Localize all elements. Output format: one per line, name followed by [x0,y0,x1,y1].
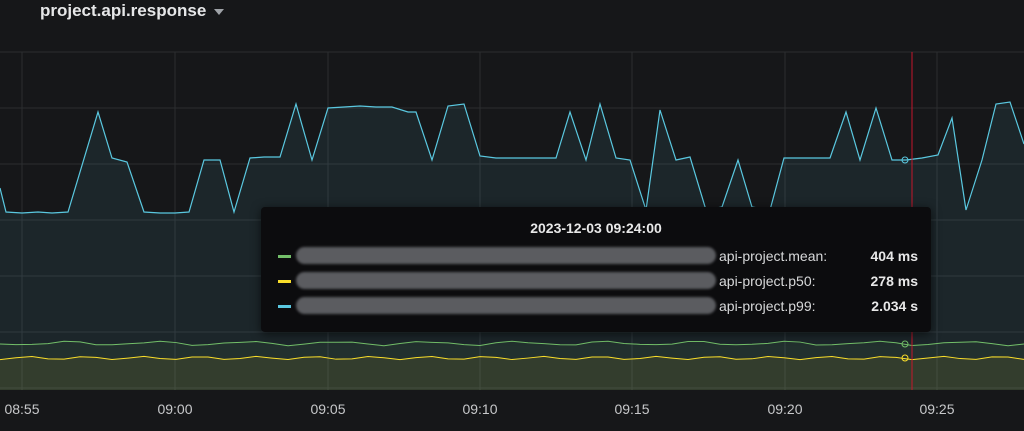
tooltip-row-mean: api-project.mean: 404 ms [278,246,918,266]
panel-title[interactable]: project.api.response [40,0,225,22]
legend-swatch-p50 [278,280,291,283]
tooltip-series-name: api-project.p50: [719,273,816,289]
redacted-series-path [296,247,716,264]
series-p50-line [0,355,1024,361]
tooltip-series-name: api-project.p99: [719,298,816,314]
x-tick-label: 09:10 [462,401,497,417]
x-axis: 08:55 09:00 09:05 09:10 09:15 09:20 09:25 [4,401,954,417]
graph-tooltip: 2023-12-03 09:24:00 api-project.mean: 40… [261,207,931,332]
x-tick-label: 09:20 [767,401,802,417]
tooltip-series-name: api-project.mean: [719,248,828,264]
series-mean-line [0,340,1024,347]
legend-swatch-p99 [278,305,291,308]
x-tick-label: 08:55 [4,401,39,417]
cursor-point-p50 [901,354,909,362]
legend-swatch-mean [278,255,291,258]
tooltip-series-value: 278 ms [870,273,918,289]
tooltip-time: 2023-12-03 09:24:00 [530,220,662,236]
cursor-point-mean [901,340,909,348]
cursor-point-p99 [901,156,909,164]
x-tick-label: 09:05 [310,401,345,417]
redacted-series-path [296,272,716,289]
redacted-series-path [296,297,716,314]
x-tick-label: 09:15 [614,401,649,417]
tooltip-row-p99: api-project.p99: 2.034 s [278,296,918,316]
tooltip-row-p50: api-project.p50: 278 ms [278,271,918,291]
series-p99-line [0,101,1024,215]
caret-down-icon[interactable] [214,9,225,15]
x-tick-label: 09:25 [919,401,954,417]
series-p50-area [0,356,1024,390]
tooltip-series-value: 404 ms [870,248,918,264]
panel-title-text: project.api.response [40,1,207,20]
series-mean-area [0,341,1024,390]
x-tick-label: 09:00 [157,401,192,417]
tooltip-series-value: 2.034 s [871,298,918,314]
